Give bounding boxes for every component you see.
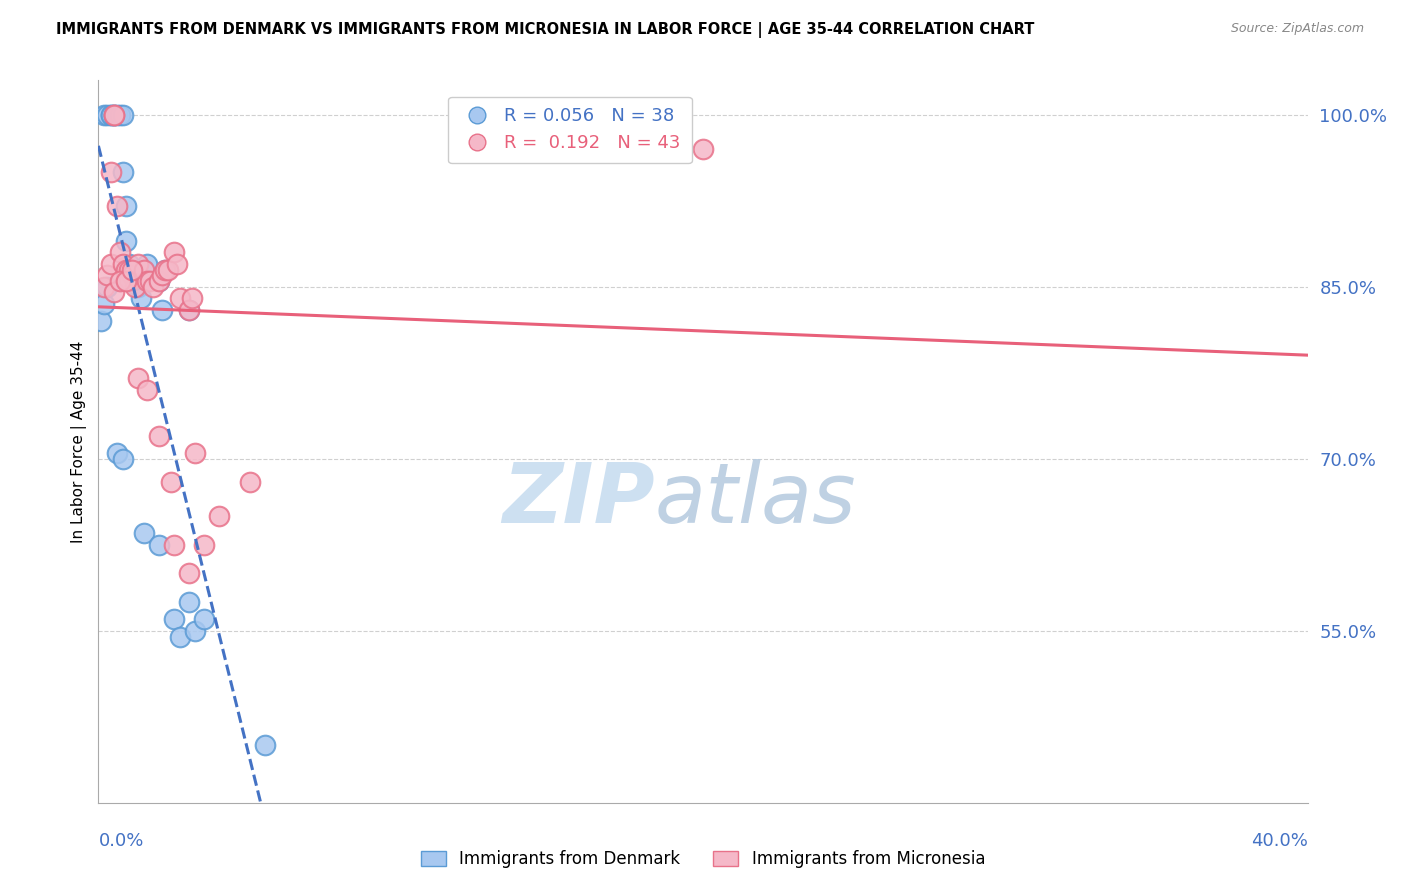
Text: atlas: atlas bbox=[655, 458, 856, 540]
Point bbox=[156, 262, 179, 277]
Point bbox=[132, 262, 155, 277]
Point bbox=[100, 165, 122, 179]
Point bbox=[118, 257, 141, 271]
Point bbox=[111, 108, 134, 122]
Point bbox=[150, 302, 173, 317]
Point bbox=[184, 446, 207, 460]
Point bbox=[108, 108, 131, 122]
Text: ZIP: ZIP bbox=[502, 458, 655, 540]
Point bbox=[127, 279, 149, 293]
Point bbox=[127, 257, 149, 271]
Point bbox=[121, 268, 143, 283]
Point bbox=[132, 526, 155, 541]
Point bbox=[239, 475, 262, 489]
Text: IMMIGRANTS FROM DENMARK VS IMMIGRANTS FROM MICRONESIA IN LABOR FORCE | AGE 35-44: IMMIGRANTS FROM DENMARK VS IMMIGRANTS FR… bbox=[56, 22, 1035, 38]
Point bbox=[160, 475, 183, 489]
Point bbox=[93, 297, 115, 311]
Point bbox=[150, 268, 173, 283]
Point bbox=[139, 274, 162, 288]
Point bbox=[153, 262, 176, 277]
Point bbox=[148, 429, 170, 443]
Y-axis label: In Labor Force | Age 35-44: In Labor Force | Age 35-44 bbox=[72, 341, 87, 542]
Point bbox=[124, 274, 146, 288]
Point bbox=[103, 108, 125, 122]
Point bbox=[100, 257, 122, 271]
Point bbox=[100, 108, 122, 122]
Point bbox=[121, 262, 143, 277]
Point bbox=[163, 538, 186, 552]
Point bbox=[105, 108, 128, 122]
Point bbox=[93, 279, 115, 293]
Point bbox=[96, 108, 118, 122]
Point bbox=[103, 108, 125, 122]
Point bbox=[90, 314, 112, 328]
Point bbox=[193, 612, 215, 626]
Point bbox=[108, 245, 131, 260]
Point bbox=[166, 257, 188, 271]
Point bbox=[118, 274, 141, 288]
Point bbox=[118, 262, 141, 277]
Point bbox=[148, 274, 170, 288]
Point bbox=[179, 566, 201, 581]
Point bbox=[103, 108, 125, 122]
Point bbox=[114, 234, 136, 248]
Point bbox=[118, 274, 141, 288]
Point bbox=[96, 279, 118, 293]
Point bbox=[169, 630, 191, 644]
Point bbox=[148, 274, 170, 288]
Point bbox=[118, 262, 141, 277]
Point bbox=[127, 371, 149, 385]
Point bbox=[96, 268, 118, 283]
Point bbox=[105, 446, 128, 460]
Point bbox=[121, 268, 143, 283]
Point bbox=[132, 262, 155, 277]
Point bbox=[93, 108, 115, 122]
Point bbox=[692, 142, 714, 156]
Point bbox=[111, 257, 134, 271]
Point bbox=[142, 279, 165, 293]
Point bbox=[100, 108, 122, 122]
Point bbox=[124, 279, 146, 293]
Text: 40.0%: 40.0% bbox=[1251, 831, 1308, 850]
Point bbox=[135, 383, 157, 397]
Point bbox=[253, 739, 276, 753]
Point bbox=[114, 262, 136, 277]
Point bbox=[135, 257, 157, 271]
Point bbox=[179, 302, 201, 317]
Point bbox=[179, 302, 201, 317]
Point bbox=[169, 291, 191, 305]
Point bbox=[181, 291, 204, 305]
Point bbox=[184, 624, 207, 638]
Point bbox=[114, 274, 136, 288]
Point bbox=[163, 245, 186, 260]
Point bbox=[208, 509, 231, 524]
Point bbox=[111, 165, 134, 179]
Point bbox=[129, 291, 152, 305]
Point bbox=[108, 274, 131, 288]
Legend: Immigrants from Denmark, Immigrants from Micronesia: Immigrants from Denmark, Immigrants from… bbox=[413, 844, 993, 875]
Point bbox=[153, 262, 176, 277]
Point bbox=[135, 274, 157, 288]
Point bbox=[111, 451, 134, 466]
Point bbox=[193, 538, 215, 552]
Legend: R = 0.056   N = 38, R =  0.192   N = 43: R = 0.056 N = 38, R = 0.192 N = 43 bbox=[449, 96, 692, 163]
Point bbox=[179, 595, 201, 609]
Point bbox=[114, 199, 136, 213]
Text: 0.0%: 0.0% bbox=[98, 831, 143, 850]
Point bbox=[163, 612, 186, 626]
Text: Source: ZipAtlas.com: Source: ZipAtlas.com bbox=[1230, 22, 1364, 36]
Point bbox=[103, 108, 125, 122]
Point bbox=[103, 285, 125, 300]
Point bbox=[105, 199, 128, 213]
Point bbox=[148, 538, 170, 552]
